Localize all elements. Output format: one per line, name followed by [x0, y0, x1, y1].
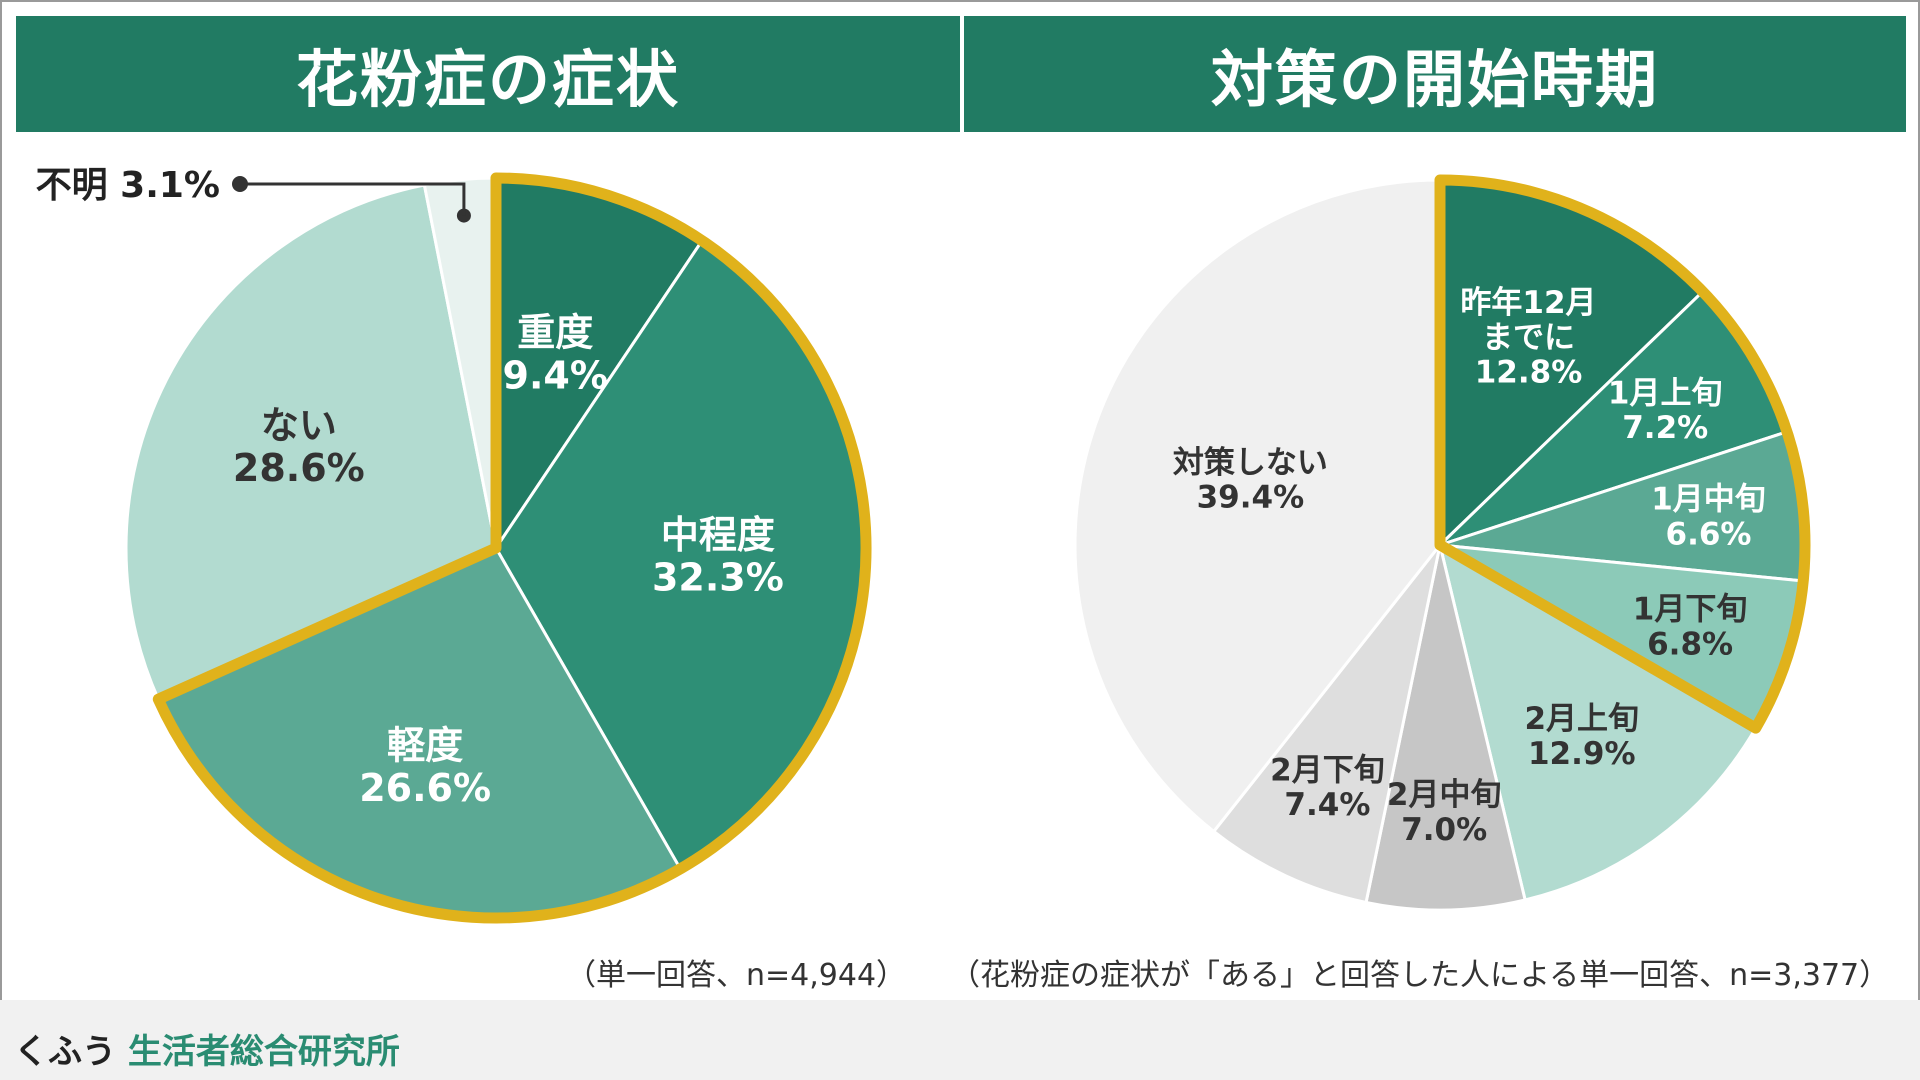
- pie-label-2-8-line2: 39.4%: [1197, 480, 1305, 516]
- pie-label-1-1-line2: 9.4%: [503, 353, 608, 397]
- pie-label-2-7-line1: 2月下旬: [1270, 752, 1385, 788]
- highlight-outline-2: [1434, 174, 1811, 734]
- pie-label-2-1-line3: 12.8%: [1475, 355, 1583, 391]
- brand-name: 生活者総合研究所: [127, 1032, 400, 1072]
- callout-dot-start: [232, 176, 248, 192]
- pie-label-2-5-line1: 2月上旬: [1524, 701, 1639, 737]
- pie-label-2-4-line1: 1月下旬: [1633, 592, 1748, 628]
- callout-line: [240, 182, 466, 216]
- pie-label-2-2-line1: 1月上旬: [1608, 375, 1723, 411]
- pie-label-1-4-line1: ない: [261, 403, 337, 447]
- pie-slice-2-8: [1073, 178, 1442, 834]
- pie-label-1-5: 不明 3.1%: [36, 165, 220, 206]
- brand-logo: くふう 生活者総合研究所: [14, 1024, 400, 1073]
- left-chart-note: （単一回答、n=4,944）: [566, 958, 907, 993]
- pie-label-1-3-line2: 26.6%: [359, 766, 491, 810]
- pie-label-1-4-line2: 28.6%: [233, 446, 365, 490]
- pie-label-1-3-line1: 軽度: [387, 724, 463, 768]
- pie-label-2-1-line1: 昨年12月: [1460, 285, 1596, 321]
- brand-prefix: くふう: [14, 1032, 116, 1072]
- pie-slice-2-5: [1437, 541, 1758, 902]
- pie-label-2-5-line2: 12.9%: [1528, 736, 1636, 772]
- pie-slice-1-4: [124, 183, 498, 702]
- right-chart-title: 対策の開始時期: [964, 16, 1906, 132]
- pie-label-2-7-line2: 7.4%: [1284, 787, 1370, 823]
- pie-label-2-8-line1: 対策しない: [1173, 445, 1328, 481]
- pie-label-2-4-line2: 6.8%: [1647, 626, 1733, 662]
- pie-label-2-1-line2: までに: [1482, 320, 1575, 356]
- pie-label-2-6-line2: 7.0%: [1401, 812, 1487, 848]
- pie-label-1-2-line1: 中程度: [661, 513, 775, 557]
- right-chart-note: （花粉症の症状が「ある」と回答した人による単一回答、n=3,377）: [950, 958, 1890, 993]
- pie-label-1-1-line1: 重度: [517, 311, 593, 355]
- pie-label-2-3-line2: 6.6%: [1666, 516, 1752, 552]
- pie-slice-2-7: [1211, 544, 1442, 905]
- left-chart-title: 花粉症の症状: [16, 16, 960, 132]
- pie-label-2-2-line2: 7.2%: [1622, 410, 1708, 446]
- footer-bar: [0, 1000, 1920, 1080]
- pie-label-2-3-line1: 1月中旬: [1651, 482, 1766, 518]
- highlight-outline-1: [152, 172, 872, 924]
- pie-label-2-6-line1: 2月中旬: [1387, 777, 1502, 813]
- pie-label-1-2-line2: 32.3%: [652, 556, 784, 600]
- pie-slice-2-6: [1364, 544, 1527, 912]
